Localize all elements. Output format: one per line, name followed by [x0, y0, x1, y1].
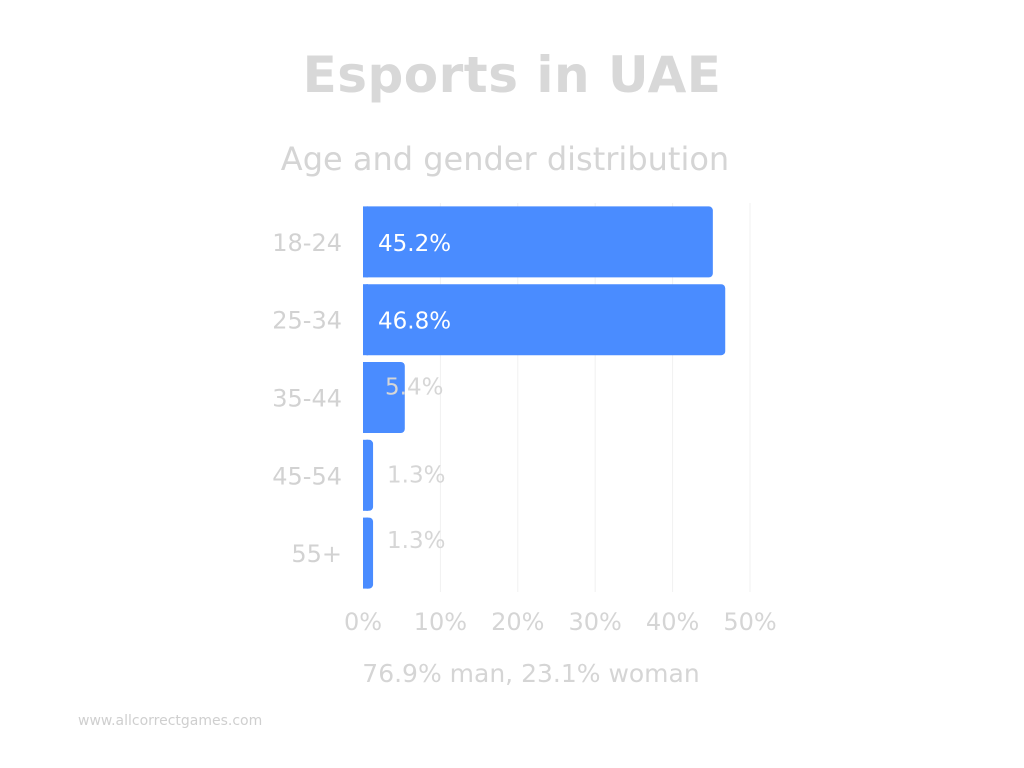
bar [363, 362, 405, 433]
category-label: 18-24 [272, 229, 342, 257]
chart-subtitle: Age and gender distribution [280, 140, 730, 178]
value-label: 5.4% [385, 375, 443, 401]
x-tick-label: 40% [646, 608, 699, 636]
bar [363, 206, 713, 278]
bar-left-edge [363, 439, 368, 511]
value-label: 46.8% [378, 309, 451, 335]
value-label: 1.3% [387, 462, 445, 488]
gender-note: 76.9% man, 23.1% woman [362, 659, 700, 688]
category-label: 35-44 [272, 385, 342, 413]
source-link[interactable]: www.allcorrectgames.com [78, 713, 263, 729]
bar-left-edge [363, 284, 368, 356]
bar-left-edge [363, 362, 368, 433]
bar-left-edge [363, 206, 368, 278]
value-label: 45.2% [378, 231, 451, 257]
x-tick-label: 30% [569, 608, 622, 636]
value-label: 1.3% [387, 528, 445, 554]
bar-left-edge [363, 517, 368, 589]
x-tick-label: 0% [344, 608, 382, 636]
x-tick-label: 10% [414, 608, 467, 636]
bar [363, 284, 726, 356]
category-label: 25-34 [272, 307, 342, 335]
chart-title: Esports in UAE [302, 46, 722, 104]
category-label: 55+ [291, 540, 342, 568]
x-tick-label: 20% [491, 608, 544, 636]
category-label: 45-54 [272, 462, 342, 490]
x-tick-label: 50% [723, 608, 776, 636]
